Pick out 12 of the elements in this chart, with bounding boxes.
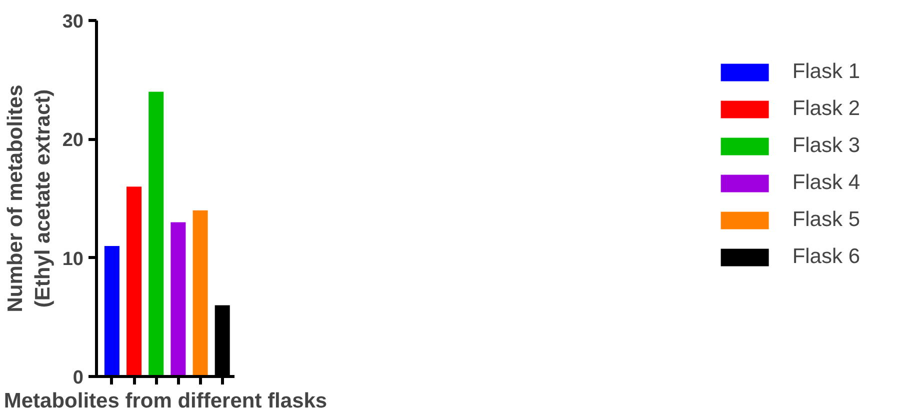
legend-label: Flask 5 [792,208,860,232]
legend-label: Flask 1 [792,60,860,84]
y-tick-label: 10 [62,248,84,270]
y-tick-label: 0 [72,368,84,388]
legend-label: Flask 4 [792,171,860,195]
y-axis-title: Number of metabolites (Ethyl acetate extract) [4,84,54,312]
y-tick-label: 20 [62,130,84,152]
legend-label: Flask 6 [792,245,860,269]
x-axis-title: Metabolites from different flasks [4,390,328,412]
y-tick-label: 30 [62,12,84,32]
legend-label: Flask 3 [792,134,860,158]
legend-label: Flask 2 [792,97,860,121]
